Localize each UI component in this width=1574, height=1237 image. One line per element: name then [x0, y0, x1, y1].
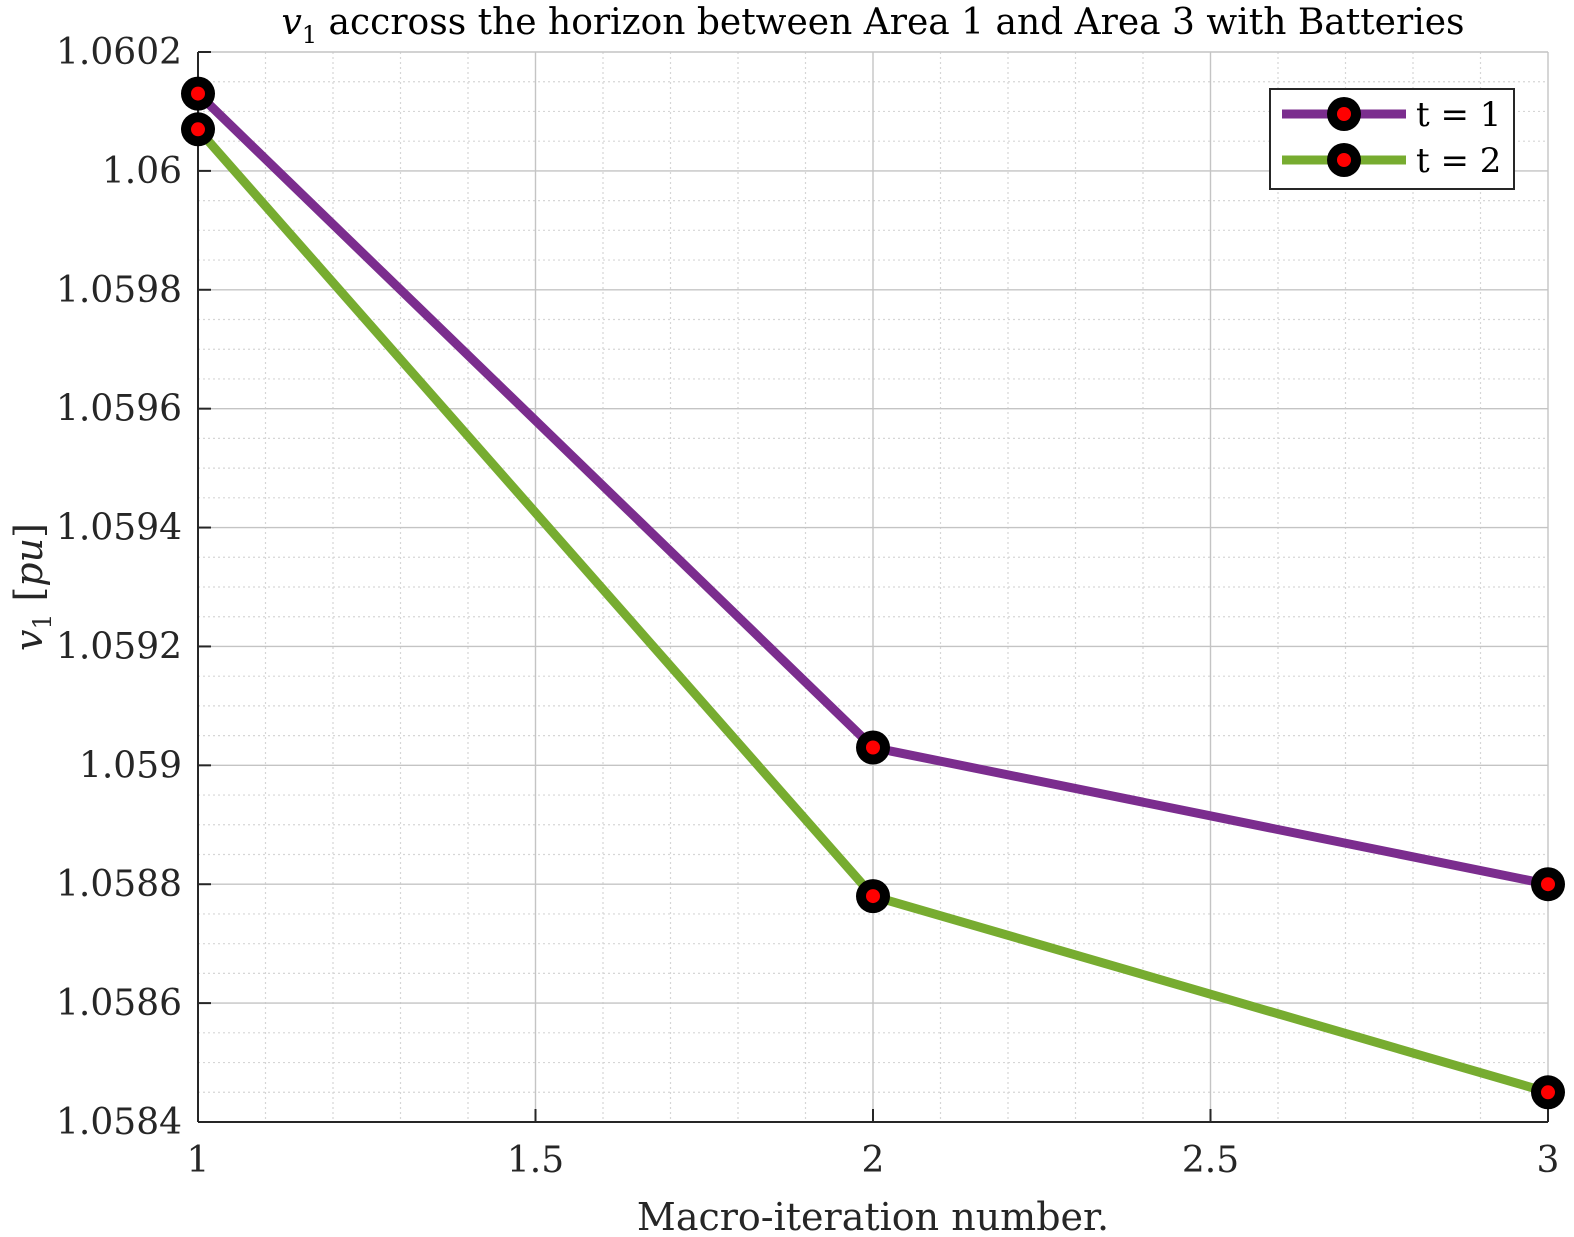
y-tick-label: 1.0584: [56, 1102, 182, 1143]
y-axis-title-var: v: [7, 629, 51, 651]
legend-marker-t1-inner: [1337, 107, 1351, 121]
data-point-center-t2: [1541, 1085, 1555, 1100]
x-axis-ticks: 1 1.5 2 2.5 3: [187, 1109, 1560, 1181]
data-point-center-t1: [866, 740, 880, 755]
data-point-center-t1: [1541, 877, 1555, 892]
chart-title-var: v: [281, 2, 301, 43]
y-tick-label: 1.0602: [56, 32, 182, 73]
y-tick-label: 1.0598: [56, 270, 182, 311]
legend-marker-t2-inner: [1337, 153, 1351, 167]
legend-item-t2: t = 2: [1282, 141, 1501, 181]
y-tick-label: 1.0586: [56, 983, 182, 1024]
data-point-center-t2: [866, 889, 880, 904]
y-tick-label: 1.0596: [56, 389, 182, 430]
legend-label-t2: t = 2: [1416, 141, 1501, 181]
x-tick-label: 2.5: [1182, 1140, 1239, 1181]
y-tick-label: 1.059: [79, 745, 182, 786]
minor-grid: [198, 52, 1548, 1122]
legend: t = 1 t = 2: [1269, 88, 1515, 190]
y-tick-label: 1.0594: [56, 508, 182, 549]
y-axis-ticks: 1.0584 1.0586 1.0588 1.059 1.0592 1.0594 1.059…: [56, 32, 211, 1143]
chart-title-sub: 1: [302, 21, 317, 49]
y-axis-title-open: [: [7, 587, 51, 614]
legend-item-t1: t = 1: [1282, 95, 1501, 135]
chart-title: v1 accross the horizon between Area 1 an…: [281, 2, 1464, 49]
x-tick-label: 1: [187, 1140, 210, 1181]
x-tick-label: 1.5: [507, 1140, 564, 1181]
data-point-center-t1: [191, 86, 205, 101]
series-layer: [181, 76, 1565, 1110]
y-axis-title-unit: pu: [7, 538, 51, 587]
x-tick-label: 3: [1537, 1140, 1560, 1181]
x-tick-label: 2: [862, 1140, 885, 1181]
y-tick-label: 1.06: [102, 151, 182, 192]
legend-label-t1: t = 1: [1416, 95, 1501, 135]
y-axis-title-sub: 1: [28, 614, 57, 630]
data-point-center-t2: [191, 122, 205, 137]
y-axis-title: v1 [pu]: [7, 523, 57, 651]
y-tick-label: 1.0592: [56, 626, 182, 667]
legend-box: [1269, 88, 1515, 190]
chart-title-rest: accross the horizon between Area 1 and A…: [317, 2, 1464, 43]
x-axis-title: Macro-iteration number.: [637, 1195, 1109, 1237]
y-axis-title-close: ]: [7, 523, 51, 538]
y-tick-label: 1.0588: [56, 864, 182, 905]
